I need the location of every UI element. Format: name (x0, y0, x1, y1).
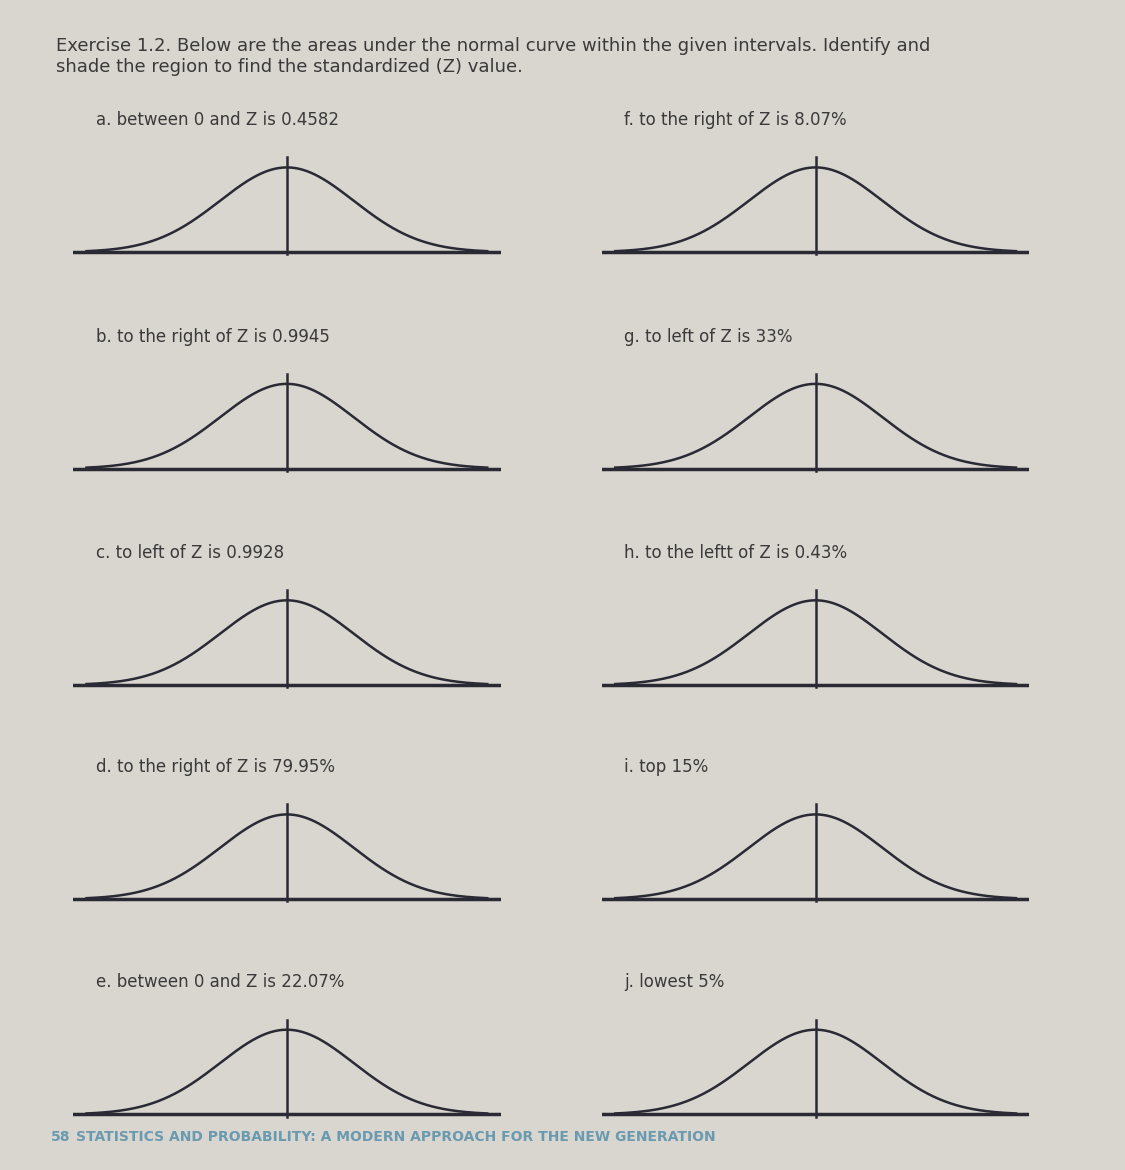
Text: Exercise 1.2. Below are the areas under the normal curve within the given interv: Exercise 1.2. Below are the areas under … (56, 37, 930, 55)
Text: 58: 58 (51, 1130, 70, 1144)
Text: j. lowest 5%: j. lowest 5% (624, 973, 724, 991)
Text: h. to the leftt of Z is 0.43%: h. to the leftt of Z is 0.43% (624, 544, 847, 562)
Text: a. between 0 and Z is 0.4582: a. between 0 and Z is 0.4582 (96, 111, 339, 129)
Text: e. between 0 and Z is 22.07%: e. between 0 and Z is 22.07% (96, 973, 344, 991)
Text: STATISTICS AND PROBABILITY: A MODERN APPROACH FOR THE NEW GENERATION: STATISTICS AND PROBABILITY: A MODERN APP… (76, 1130, 717, 1144)
Text: f. to the right of Z is 8.07%: f. to the right of Z is 8.07% (624, 111, 847, 129)
Text: c. to left of Z is 0.9928: c. to left of Z is 0.9928 (96, 544, 284, 562)
Text: i. top 15%: i. top 15% (624, 758, 709, 776)
Text: shade the region to find the standardized (Z) value.: shade the region to find the standardize… (56, 58, 523, 76)
Text: g. to left of Z is 33%: g. to left of Z is 33% (624, 328, 793, 345)
Text: b. to the right of Z is 0.9945: b. to the right of Z is 0.9945 (96, 328, 330, 345)
Text: d. to the right of Z is 79.95%: d. to the right of Z is 79.95% (96, 758, 334, 776)
